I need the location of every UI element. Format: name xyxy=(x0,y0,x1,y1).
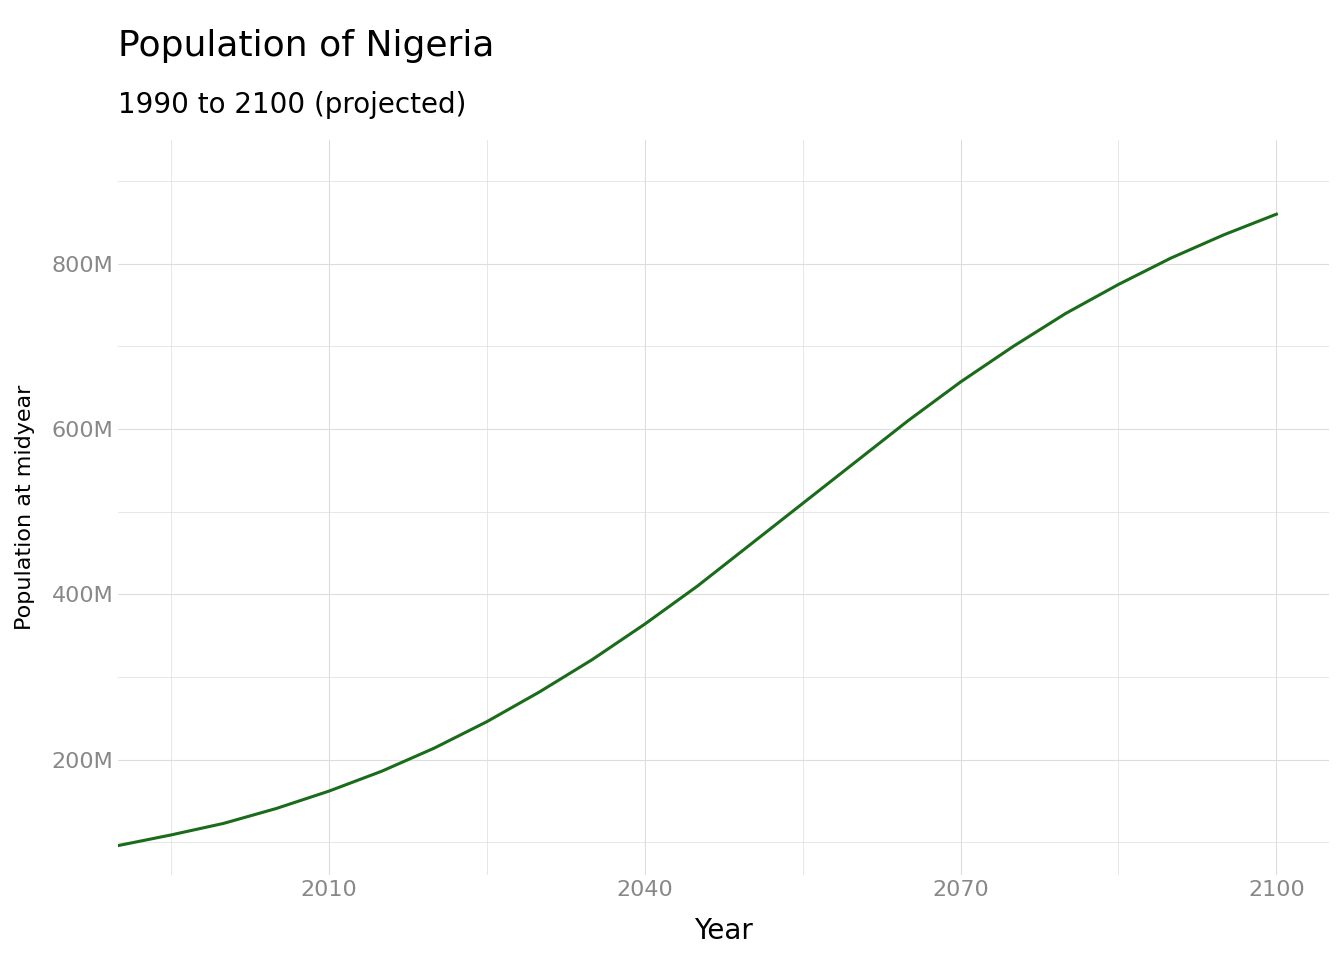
Text: 1990 to 2100 (projected): 1990 to 2100 (projected) xyxy=(118,91,466,119)
Text: Population of Nigeria: Population of Nigeria xyxy=(118,29,495,62)
X-axis label: Year: Year xyxy=(695,917,753,945)
Y-axis label: Population at midyear: Population at midyear xyxy=(15,385,35,631)
